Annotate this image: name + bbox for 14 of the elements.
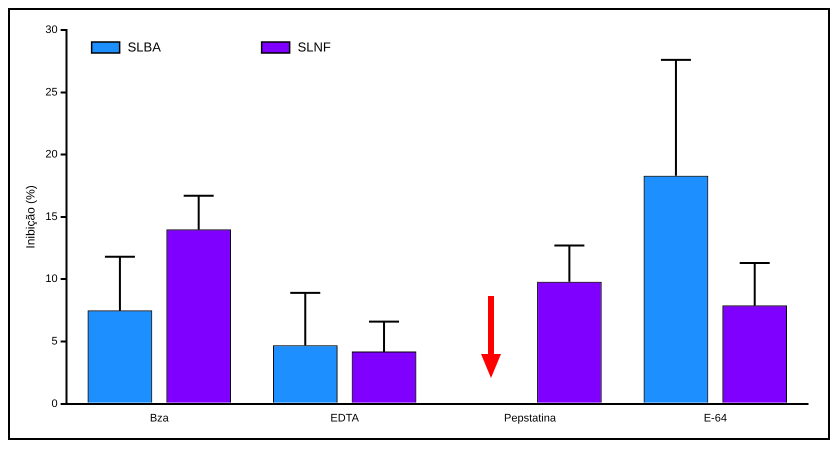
legend-label: SLNF	[298, 40, 331, 55]
x-tick-label: EDTA	[330, 412, 360, 424]
y-axis-title: Inibição (%)	[24, 185, 38, 249]
y-tick-label: 5	[52, 336, 58, 348]
x-tick-label: Bza	[150, 412, 170, 424]
y-tick-label: 0	[52, 398, 58, 410]
y-tick-label: 25	[45, 86, 58, 98]
y-tick-label: 30	[45, 24, 58, 36]
y-tick-label: 15	[45, 210, 58, 223]
legend-label: SLBA	[128, 40, 162, 55]
y-tick-label: 20	[45, 148, 58, 161]
x-tick-label: E-64	[704, 412, 727, 424]
x-tick-label: Pepstatina	[504, 412, 557, 424]
y-tick-label: 10	[45, 273, 58, 286]
